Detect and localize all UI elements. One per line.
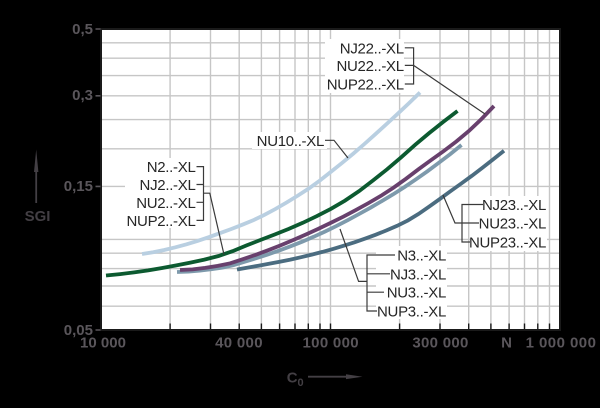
svg-text:NJ22..-XL: NJ22..-XL bbox=[340, 40, 404, 57]
svg-text:NUP2..-XL: NUP2..-XL bbox=[127, 213, 196, 230]
svg-text:N3..-XL: N3..-XL bbox=[397, 248, 446, 265]
svg-text:NUP22..-XL: NUP22..-XL bbox=[327, 77, 404, 94]
svg-text:NU22..-XL: NU22..-XL bbox=[336, 58, 403, 75]
svg-text:N2..-XL: N2..-XL bbox=[147, 159, 196, 176]
svg-text:NUP3..-XL: NUP3..-XL bbox=[377, 304, 446, 321]
svg-text:NJ2..-XL: NJ2..-XL bbox=[140, 177, 196, 194]
svg-text:NUP23..-XL: NUP23..-XL bbox=[469, 235, 546, 252]
svg-text:10 000: 10 000 bbox=[80, 335, 126, 352]
svg-text:NJ23..-XL: NJ23..-XL bbox=[482, 197, 546, 214]
svg-text:NJ3..-XL: NJ3..-XL bbox=[390, 266, 446, 283]
svg-text:1 000 000: 1 000 000 bbox=[526, 335, 597, 352]
svg-text:40 000: 40 000 bbox=[215, 335, 263, 352]
svg-text:300 000: 300 000 bbox=[412, 335, 468, 352]
svg-text:NU23..-XL: NU23..-XL bbox=[479, 216, 546, 233]
svg-text:SGI: SGI bbox=[25, 208, 51, 225]
svg-text:0,3: 0,3 bbox=[72, 87, 93, 104]
svg-text:100 000: 100 000 bbox=[303, 335, 359, 352]
svg-text:NU10..-XL: NU10..-XL bbox=[257, 133, 324, 150]
svg-text:NU2..-XL: NU2..-XL bbox=[136, 195, 195, 212]
svg-text:0,05: 0,05 bbox=[64, 322, 93, 339]
svg-text:0,5: 0,5 bbox=[72, 21, 93, 38]
svg-text:NU3..-XL: NU3..-XL bbox=[387, 285, 446, 302]
svg-text:N: N bbox=[501, 335, 512, 352]
svg-text:0,15: 0,15 bbox=[64, 178, 93, 195]
